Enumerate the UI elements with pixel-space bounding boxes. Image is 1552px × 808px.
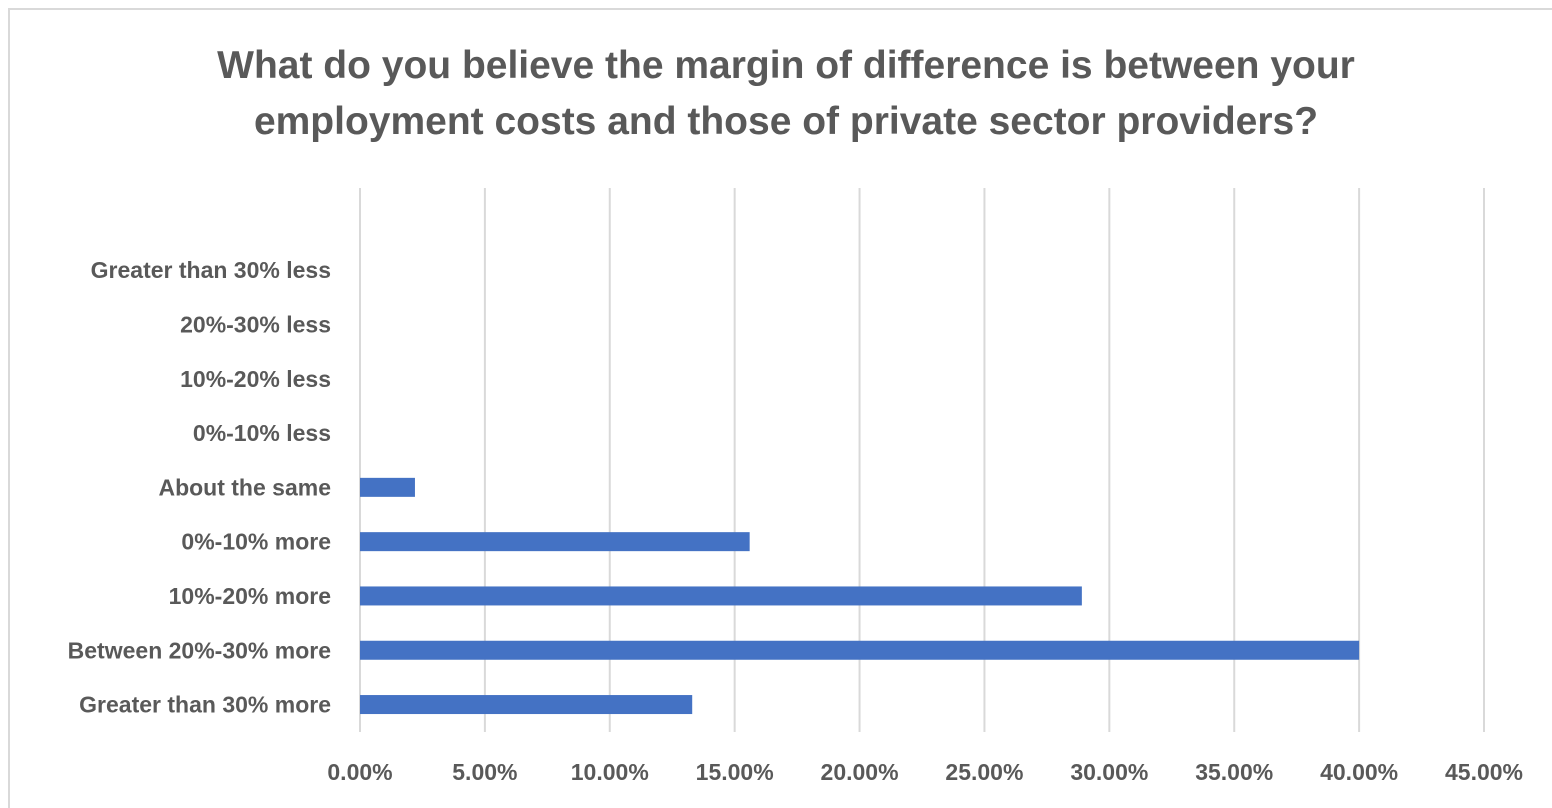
- bar: [360, 477, 415, 497]
- bar: [360, 695, 693, 715]
- x-tick-label: 20.00%: [821, 759, 899, 785]
- x-tick-label: 45.00%: [1445, 759, 1523, 785]
- category-label: 10%-20% less: [180, 366, 331, 392]
- x-tick-label: 30.00%: [1070, 759, 1148, 785]
- x-tick-label: 10.00%: [571, 759, 649, 785]
- x-tick-label: 15.00%: [696, 759, 774, 785]
- bar: [360, 640, 1360, 660]
- category-labels: Greater than 30% less 20%-30% less 10%-20%…: [68, 257, 331, 717]
- chart-frame: [8, 8, 1552, 808]
- x-tick-label: 0.00%: [327, 759, 392, 785]
- x-tick-label: 40.00%: [1320, 759, 1398, 785]
- category-label: 10%-20% more: [169, 583, 331, 609]
- x-tick-labels: 0.00% 5.00% 10.00% 15.00% 20.00% 25.00% 30.00%…: [327, 759, 1523, 785]
- category-label: Greater than 30% less: [91, 257, 331, 283]
- chart-title: What do you believe the margin of differ…: [0, 38, 1552, 150]
- bar: [360, 586, 1082, 606]
- category-label: 0%-10% more: [181, 529, 331, 555]
- bars: [360, 477, 1360, 715]
- bar: [360, 532, 750, 552]
- x-tick-label: 25.00%: [945, 759, 1023, 785]
- category-label: Between 20%-30% more: [68, 637, 331, 663]
- chart-title-line-2: employment costs and those of private se…: [253, 100, 1319, 143]
- category-label: 0%-10% less: [193, 420, 331, 446]
- chart-title-line-1: What do you believe the margin of differ…: [217, 44, 1355, 87]
- category-label: About the same: [158, 474, 331, 500]
- x-tick-label: 35.00%: [1195, 759, 1273, 785]
- category-label: Greater than 30% more: [79, 692, 331, 718]
- x-tick-label: 5.00%: [452, 759, 517, 785]
- category-label: 20%-30% less: [180, 311, 331, 337]
